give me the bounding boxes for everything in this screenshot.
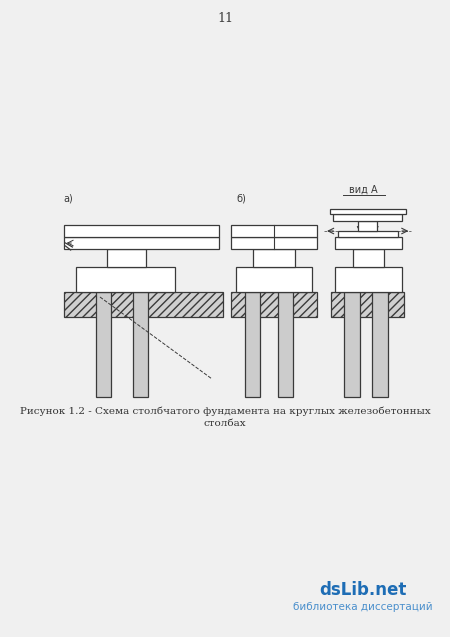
Text: а): а) [64,193,73,203]
Bar [330,209,405,214]
Text: б): б) [236,193,246,203]
Bar [236,267,312,292]
Text: библиотека диссертаций: библиотека диссертаций [293,602,433,612]
Bar [231,292,317,317]
Text: Рисунок 1.2 - Схема столбчатого фундамента на круглых железобетонных: Рисунок 1.2 - Схема столбчатого фундамен… [20,407,430,417]
Bar [278,292,293,397]
Bar [334,237,402,249]
Bar [107,249,146,267]
Bar [231,237,317,249]
Bar [331,292,405,317]
Bar [133,292,148,397]
Bar [353,249,384,267]
Text: вид А: вид А [349,185,377,195]
Bar [64,292,223,317]
Bar [333,214,402,221]
Bar [64,237,219,249]
Bar [253,249,295,267]
Bar [334,267,402,292]
Bar [373,292,388,397]
Bar [96,292,111,397]
Text: 11: 11 [217,12,233,25]
Bar [76,267,175,292]
Bar [64,225,219,237]
Bar [358,221,377,231]
Bar [338,231,398,237]
Bar [231,225,317,237]
Bar [344,292,360,397]
Bar [245,292,261,397]
Text: dsLib.net: dsLib.net [319,581,407,599]
Text: столбах: столбах [204,419,246,428]
